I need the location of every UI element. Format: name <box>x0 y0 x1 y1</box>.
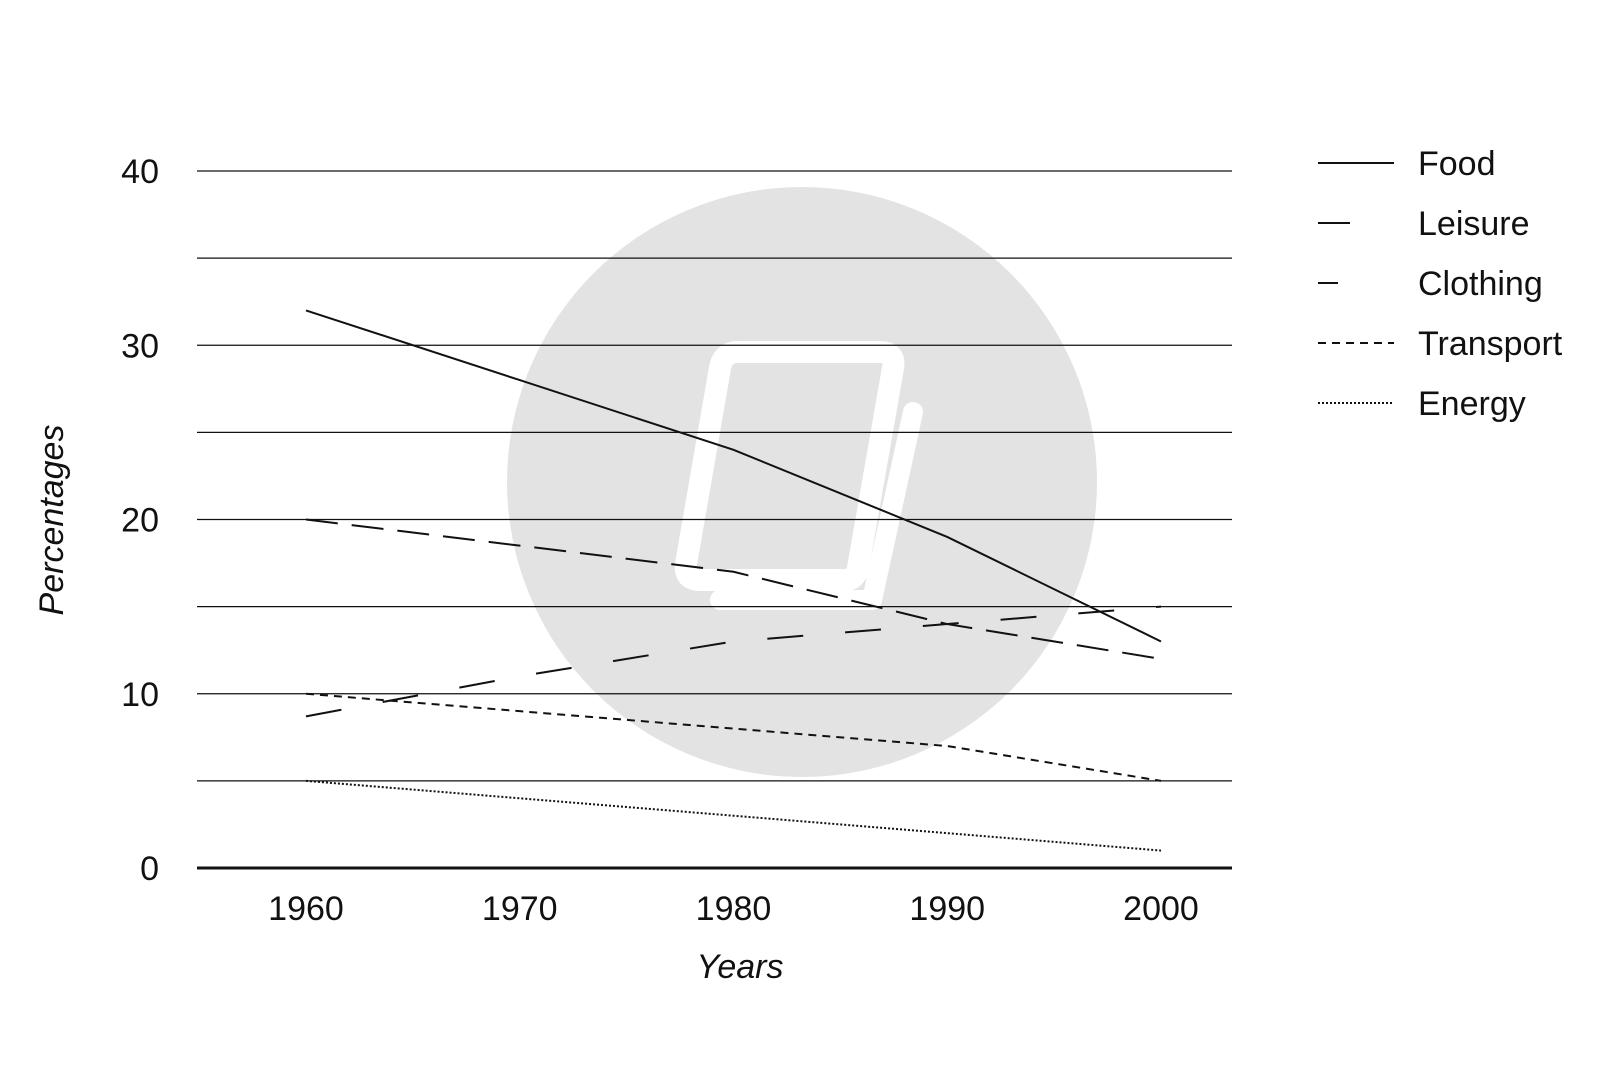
y-axis-title: Percentages <box>33 425 71 616</box>
series-line-transport <box>305 692 1162 782</box>
x-tick-label: 2000 <box>1123 890 1199 928</box>
x-tick-label: 1990 <box>909 890 985 928</box>
legend-item-energy: Energy <box>1318 385 1526 423</box>
x-axis-title: Years <box>697 948 784 986</box>
legend-label: Clothing <box>1418 265 1543 303</box>
legend-item-clothing: Clothing <box>1318 265 1543 303</box>
x-tick-label: 1970 <box>482 890 558 928</box>
y-tick-label: 0 <box>140 850 159 888</box>
legend-item-food: Food <box>1318 145 1496 183</box>
x-axis-ticks: 1960 1970 1980 1990 2000 <box>268 890 1199 928</box>
legend-label: Transport <box>1418 325 1563 363</box>
legend-item-transport: Transport <box>1318 325 1563 363</box>
x-tick-label: 1960 <box>268 890 344 928</box>
legend: Food Leisure Clothing Transport Energy <box>1318 145 1563 423</box>
legend-item-leisure: Leisure <box>1318 205 1530 243</box>
legend-label: Food <box>1418 145 1496 183</box>
y-axis-ticks: 0 10 20 30 40 <box>121 153 159 888</box>
series-line-leisure <box>305 518 1162 660</box>
watermark-circle <box>507 187 1097 777</box>
book-icon <box>507 187 1097 777</box>
series-line-energy <box>305 779 1162 852</box>
book-cover-shape <box>674 341 905 591</box>
series-line-food <box>305 309 1162 643</box>
series-lines <box>305 309 1162 852</box>
y-tick-label: 10 <box>121 676 159 714</box>
legend-label: Energy <box>1418 385 1526 423</box>
book-page-shape <box>710 402 923 610</box>
series-line-clothing <box>305 605 1162 718</box>
gridlines <box>197 170 1232 870</box>
legend-label: Leisure <box>1418 205 1530 243</box>
y-tick-label: 40 <box>121 153 159 191</box>
y-tick-label: 20 <box>121 502 159 540</box>
y-tick-label: 30 <box>121 327 159 365</box>
x-tick-label: 1980 <box>696 890 772 928</box>
